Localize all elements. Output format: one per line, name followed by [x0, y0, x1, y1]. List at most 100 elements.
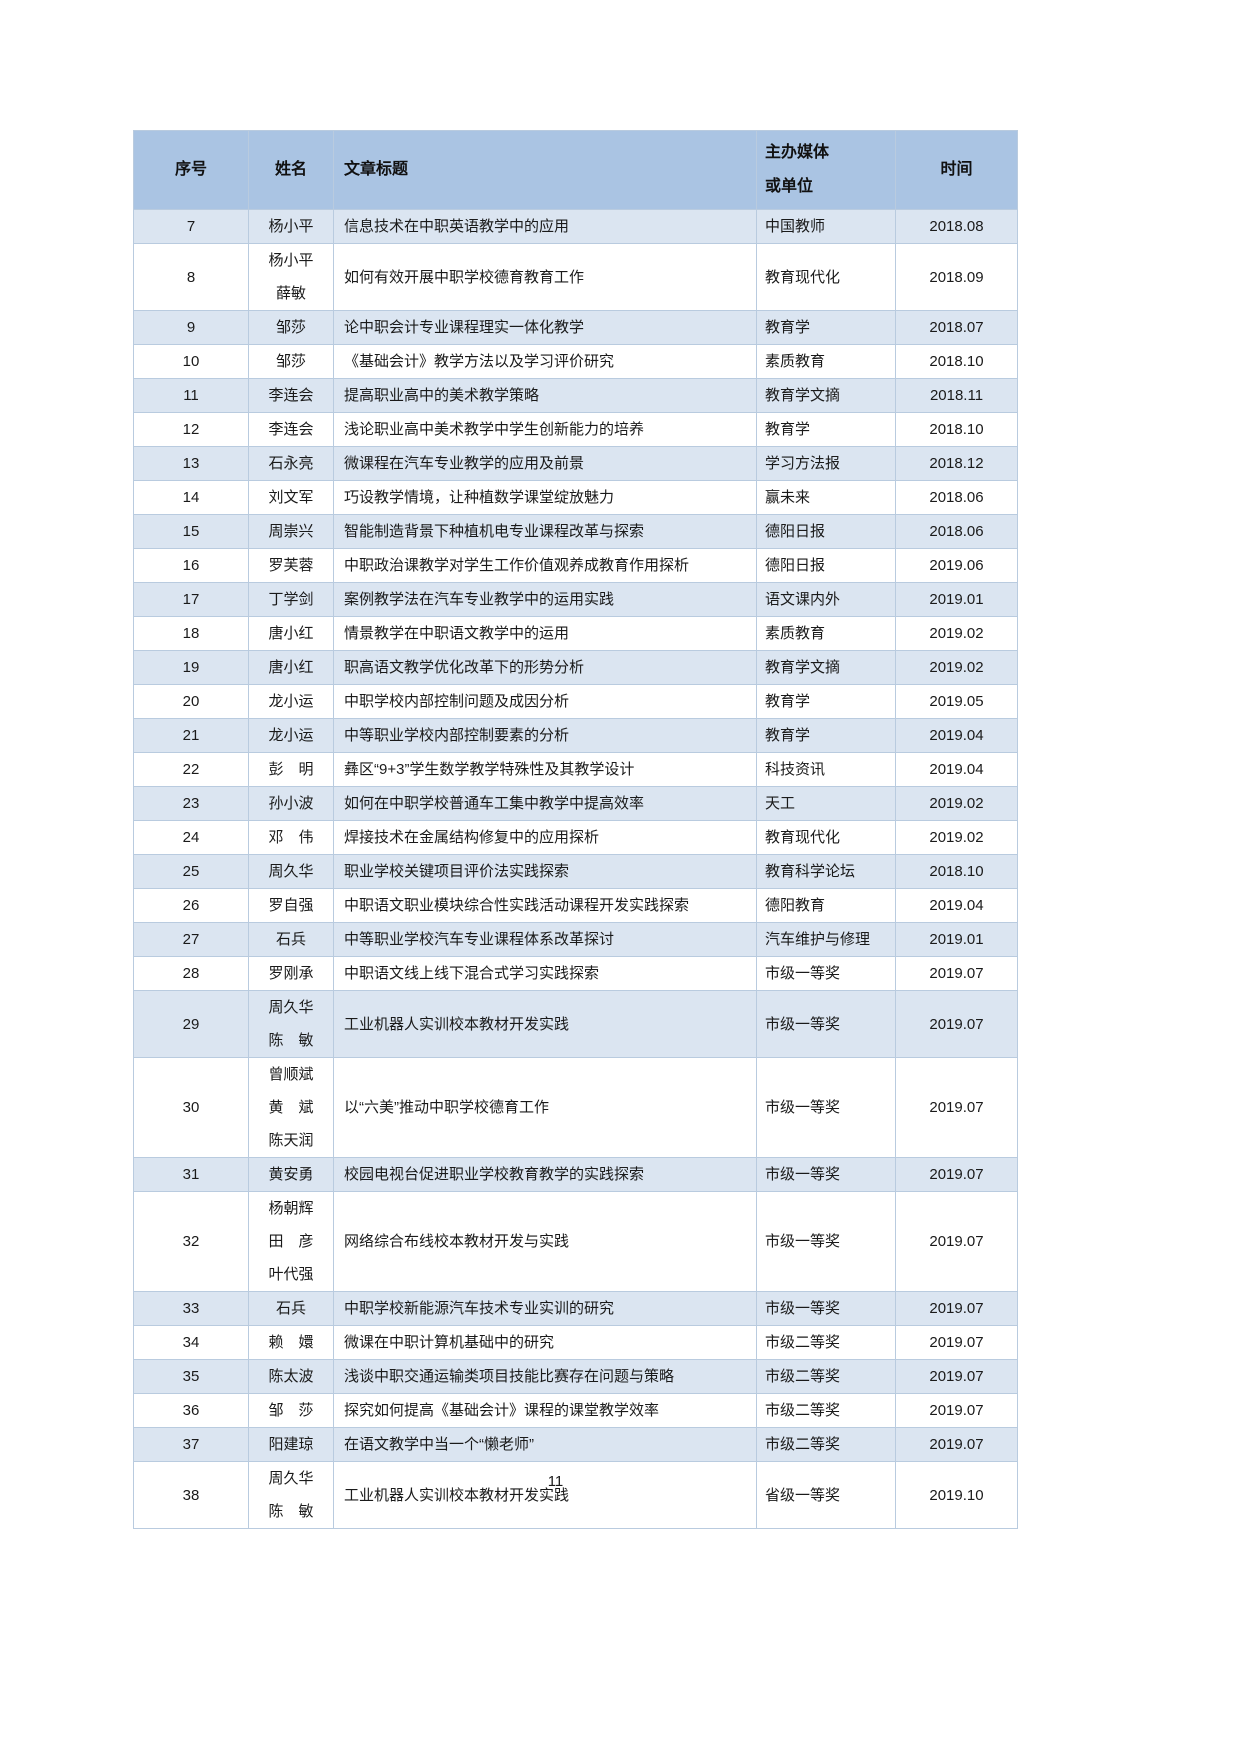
cell-name: 周久华: [248, 854, 334, 889]
table-row: 26 罗自强 中职语文职业模块综合性实践活动课程开发实践探索 德阳教育 2019.04: [133, 888, 1018, 923]
cell-title: 中职学校新能源汽车技术专业实训的研究: [333, 1291, 757, 1326]
table-row: 20 龙小运 中职学校内部控制问题及成因分析 教育学 2019.05: [133, 684, 1018, 719]
table-row: 33 石兵 中职学校新能源汽车技术专业实训的研究 市级一等奖 2019.07: [133, 1291, 1018, 1326]
cell-media: 语文课内外: [756, 582, 896, 617]
cell-title: 中等职业学校汽车专业课程体系改革探讨: [333, 922, 757, 957]
cell-no: 25: [133, 854, 249, 889]
cell-media: 教育学: [756, 718, 896, 753]
table-row: 11 李连会 提高职业高中的美术教学策略 教育学文摘 2018.11: [133, 378, 1018, 413]
cell-title: 中等职业学校内部控制要素的分析: [333, 718, 757, 753]
table-row: 35 陈太波 浅谈中职交通运输类项目技能比赛存在问题与策略 市级二等奖 2019.07: [133, 1359, 1018, 1394]
cell-media: 市级二等奖: [756, 1427, 896, 1462]
cell-title: 如何在中职学校普通车工集中教学中提高效率: [333, 786, 757, 821]
cell-no: 8: [133, 243, 249, 311]
cell-date: 2018.12: [895, 446, 1018, 481]
column-header-title: 文章标题: [333, 130, 757, 210]
publications-table: 序号 姓名 文章标题 主办媒体 或单位 时间 7 杨小平 信息技术在中职英语教学中的…: [133, 130, 1018, 1529]
cell-title: 职业学校关键项目评价法实践探索: [333, 854, 757, 889]
cell-name: 罗芙蓉: [248, 548, 334, 583]
cell-name: 石永亮: [248, 446, 334, 481]
cell-no: 18: [133, 616, 249, 651]
table-row: 14 刘文军 巧设教学情境，让种植数学课堂绽放魅力 赢未来 2018.06: [133, 480, 1018, 515]
cell-no: 34: [133, 1325, 249, 1360]
cell-no: 20: [133, 684, 249, 719]
cell-media: 市级一等奖: [756, 956, 896, 991]
cell-title: 中职语文线上线下混合式学习实践探索: [333, 956, 757, 991]
cell-title: 以“六美”推动中职学校德育工作: [333, 1057, 757, 1158]
table-row: 13 石永亮 微课程在汽车专业教学的应用及前景 学习方法报 2018.12: [133, 446, 1018, 481]
cell-media: 素质教育: [756, 616, 896, 651]
cell-media: 教育科学论坛: [756, 854, 896, 889]
cell-no: 7: [133, 209, 249, 244]
cell-no: 19: [133, 650, 249, 685]
table-row: 9 邹莎 论中职会计专业课程理实一体化教学 教育学 2018.07: [133, 310, 1018, 345]
cell-no: 14: [133, 480, 249, 515]
table-row: 31 黄安勇 校园电视台促进职业学校教育教学的实践探索 市级一等奖 2019.07: [133, 1157, 1018, 1192]
cell-no: 37: [133, 1427, 249, 1462]
cell-no: 21: [133, 718, 249, 753]
table-row: 21 龙小运 中等职业学校内部控制要素的分析 教育学 2019.04: [133, 718, 1018, 753]
cell-name: 唐小红: [248, 616, 334, 651]
cell-no: 15: [133, 514, 249, 549]
cell-media: 教育现代化: [756, 820, 896, 855]
cell-date: 2019.05: [895, 684, 1018, 719]
table-row: 38 周久华 陈 敏工业机器人实训校本教材开发实践 省级一等奖 2019.10: [133, 1461, 1018, 1529]
cell-name: 石兵: [248, 922, 334, 957]
cell-name: 刘文军: [248, 480, 334, 515]
cell-title: 浅论职业高中美术教学中学生创新能力的培养: [333, 412, 757, 447]
cell-no: 38: [133, 1461, 249, 1529]
table-row: 27 石兵 中等职业学校汽车专业课程体系改革探讨 汽车维护与修理 2019.01: [133, 922, 1018, 957]
cell-media: 科技资讯: [756, 752, 896, 787]
cell-date: 2019.07: [895, 1427, 1018, 1462]
cell-title: 在语文教学中当一个“懒老师”: [333, 1427, 757, 1462]
cell-media: 省级一等奖: [756, 1461, 896, 1529]
cell-name: 唐小红: [248, 650, 334, 685]
cell-title: 《基础会计》教学方法以及学习评价研究: [333, 344, 757, 379]
column-header-date: 时间: [895, 130, 1018, 210]
table-row: 18 唐小红 情景教学在中职语文教学中的运用 素质教育 2019.02: [133, 616, 1018, 651]
cell-media: 市级二等奖: [756, 1393, 896, 1428]
cell-media: 赢未来: [756, 480, 896, 515]
cell-date: 2019.02: [895, 786, 1018, 821]
cell-title: 中职学校内部控制问题及成因分析: [333, 684, 757, 719]
cell-title: 论中职会计专业课程理实一体化教学: [333, 310, 757, 345]
cell-date: 2019.04: [895, 718, 1018, 753]
cell-name: 邓 伟: [248, 820, 334, 855]
cell-no: 12: [133, 412, 249, 447]
cell-no: 31: [133, 1157, 249, 1192]
cell-date: 2019.02: [895, 650, 1018, 685]
cell-name: 邹莎: [248, 310, 334, 345]
cell-date: 2019.06: [895, 548, 1018, 583]
cell-title: 情景教学在中职语文教学中的运用: [333, 616, 757, 651]
cell-title: 微课程在汽车专业教学的应用及前景: [333, 446, 757, 481]
cell-title: 案例教学法在汽车专业教学中的运用实践: [333, 582, 757, 617]
table-row: 7 杨小平 信息技术在中职英语教学中的应用 中国教师 2018.08: [133, 209, 1018, 244]
table-row: 16 罗芙蓉 中职政治课教学对学生工作价值观养成教育作用探析 德阳日报 2019.06: [133, 548, 1018, 583]
cell-no: 28: [133, 956, 249, 991]
column-header-media: 主办媒体 或单位: [756, 130, 896, 210]
cell-date: 2018.10: [895, 854, 1018, 889]
cell-title: 浅谈中职交通运输类项目技能比赛存在问题与策略: [333, 1359, 757, 1394]
cell-media: 市级二等奖: [756, 1359, 896, 1394]
cell-no: 23: [133, 786, 249, 821]
cell-date: 2018.08: [895, 209, 1018, 244]
header-row: 序号 姓名 文章标题 主办媒体 或单位 时间: [133, 130, 1018, 210]
column-header-no: 序号: [133, 130, 249, 210]
cell-name: 周久华 陈 敏: [248, 990, 334, 1058]
cell-date: 2018.10: [895, 344, 1018, 379]
cell-no: 30: [133, 1057, 249, 1158]
cell-media: 学习方法报: [756, 446, 896, 481]
cell-media: 教育现代化: [756, 243, 896, 311]
cell-no: 29: [133, 990, 249, 1058]
cell-date: 2018.09: [895, 243, 1018, 311]
table-row: 19 唐小红 职高语文教学优化改革下的形势分析 教育学文摘 2019.02: [133, 650, 1018, 685]
cell-date: 2019.07: [895, 1291, 1018, 1326]
cell-date: 2019.07: [895, 1057, 1018, 1158]
cell-date: 2019.07: [895, 956, 1018, 991]
cell-no: 32: [133, 1191, 249, 1292]
cell-title: 信息技术在中职英语教学中的应用: [333, 209, 757, 244]
cell-media: 市级一等奖: [756, 1157, 896, 1192]
cell-title: 网络综合布线校本教材开发与实践: [333, 1191, 757, 1292]
table-row: 32 杨朝辉 田 彦 叶代强 网络综合布线校本教材开发与实践 市级一等奖 2019.07: [133, 1191, 1018, 1292]
column-header-name: 姓名: [248, 130, 334, 210]
